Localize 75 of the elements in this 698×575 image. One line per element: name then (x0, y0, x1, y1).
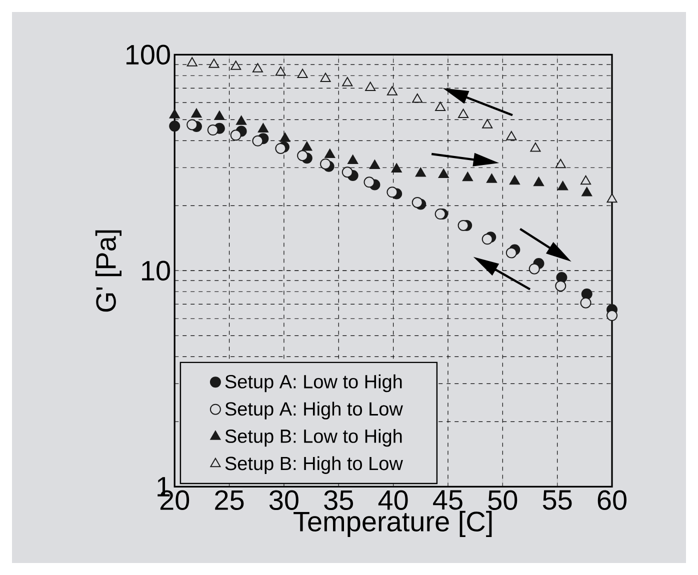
point (482, 234, 493, 245)
point (509, 175, 520, 185)
legend-label: Setup B: Low to High (225, 428, 402, 447)
point (236, 116, 247, 125)
point (169, 109, 180, 118)
point (169, 120, 180, 132)
point (230, 130, 242, 141)
point (365, 82, 376, 92)
point (252, 135, 264, 146)
point (482, 119, 493, 128)
legend-label: Setup A: Low to High (225, 374, 402, 392)
point (434, 208, 446, 220)
point (458, 108, 469, 118)
point (415, 167, 426, 177)
point (486, 174, 497, 183)
point (506, 130, 517, 140)
legend-label: Setup B: High to Low (225, 456, 403, 474)
point (252, 63, 263, 72)
point (606, 310, 618, 322)
point (369, 160, 380, 170)
x-tick-label: 25 (215, 490, 244, 510)
point (342, 166, 353, 178)
point (186, 119, 198, 130)
point (581, 288, 592, 300)
point (297, 68, 308, 78)
x-axis-title: Temperature [C] (294, 510, 492, 538)
point (320, 72, 331, 82)
point (280, 132, 290, 142)
point (412, 196, 423, 208)
point (275, 142, 286, 154)
x-tick-label: 40 (378, 490, 408, 510)
point (230, 60, 242, 70)
point (208, 58, 220, 68)
point (580, 297, 592, 308)
x-tick-label: 55 (542, 490, 572, 510)
point (555, 158, 566, 168)
x-tick-label: 50 (488, 490, 518, 510)
point (530, 142, 541, 152)
x-tick-label: 60 (598, 490, 626, 510)
point (458, 220, 469, 231)
point (297, 150, 308, 162)
x-tick-label: 30 (269, 490, 298, 510)
point (364, 176, 375, 188)
point (462, 172, 473, 182)
legend-label: Setup A: High to Low (225, 402, 403, 420)
point (558, 181, 568, 190)
point (302, 141, 312, 151)
x-tick-label: 45 (433, 490, 462, 510)
point (506, 247, 517, 258)
point (555, 280, 566, 292)
y-axis-title: G' [Pa] (95, 230, 122, 312)
point (533, 176, 544, 186)
point (324, 148, 336, 158)
point (606, 193, 618, 203)
point (186, 57, 198, 66)
x-tick-label: 35 (324, 490, 354, 510)
point (342, 76, 353, 86)
point (214, 110, 225, 120)
point (275, 66, 286, 76)
point (320, 158, 332, 170)
point (386, 186, 398, 198)
point (528, 263, 540, 274)
point (582, 186, 592, 196)
point (391, 163, 402, 172)
point (438, 168, 449, 178)
y-tick-label: 10 (142, 260, 170, 281)
point (348, 154, 358, 164)
point (435, 102, 446, 112)
point (580, 175, 592, 185)
point (412, 94, 423, 103)
point (207, 124, 218, 136)
y-tick-label: 100 (126, 44, 170, 65)
point (191, 108, 202, 118)
point (258, 123, 268, 132)
point (386, 86, 398, 96)
